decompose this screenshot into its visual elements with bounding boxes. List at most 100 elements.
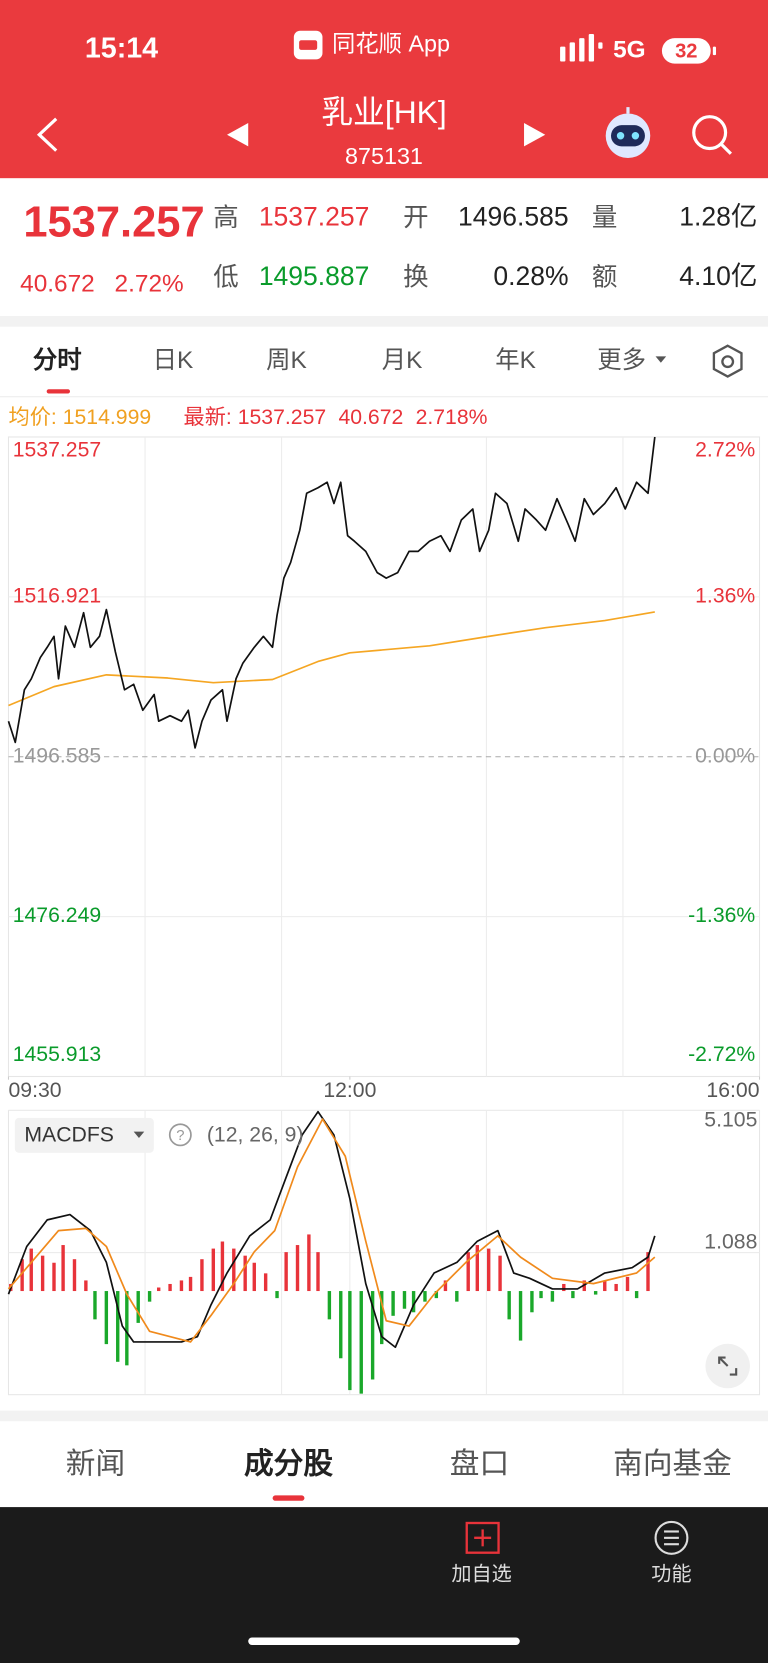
indicator-params: (12, 26, 9) — [207, 1123, 304, 1146]
indicator-caret — [133, 1131, 145, 1139]
toolbar-item[interactable]: 功能 — [651, 1562, 691, 1585]
macd-bar — [507, 1291, 511, 1320]
macd-bar — [475, 1245, 480, 1292]
price-change-pct: 2.72% — [115, 271, 184, 298]
period-tab[interactable]: 日K — [153, 347, 194, 374]
separator — [0, 1410, 768, 1422]
stat-label: 量 — [592, 204, 617, 232]
macd-bar — [284, 1252, 288, 1292]
status-app: 同花顺 App — [332, 31, 450, 57]
macd-bar — [136, 1291, 140, 1323]
stat-value: 1537.257 — [259, 201, 370, 231]
separator — [0, 316, 768, 327]
macd-bar — [348, 1291, 352, 1391]
period-tab[interactable]: 年K — [495, 347, 536, 374]
macd-bar — [116, 1291, 120, 1362]
macd-bar — [466, 1252, 470, 1292]
period-tab[interactable]: 分时 — [33, 347, 82, 374]
home-indicator — [248, 1637, 520, 1645]
macd-bar — [434, 1291, 439, 1299]
expand-button[interactable] — [705, 1343, 750, 1389]
macd-bar — [52, 1262, 56, 1292]
add-watchlist-icon[interactable] — [465, 1521, 500, 1554]
macd-bar — [562, 1283, 566, 1292]
bottom-tab[interactable]: 新闻 — [66, 1448, 125, 1481]
back-button[interactable] — [36, 117, 58, 152]
macd-bar — [72, 1259, 77, 1292]
y-tick-label: 1.088 — [704, 1231, 757, 1254]
last-change: 40.672 — [338, 405, 403, 428]
stat-value: 4.10亿 — [679, 261, 757, 291]
macd-bar — [156, 1287, 161, 1292]
macd-bar — [307, 1234, 311, 1292]
macd-bar — [263, 1273, 268, 1292]
macd-bar — [295, 1245, 300, 1292]
macd-bar — [125, 1291, 129, 1366]
macd-bar — [498, 1255, 502, 1292]
bottom-tabs: 新闻 成分股 盘口 南向基金 — [66, 1448, 732, 1481]
period-tabs: 分时 日K 周K 月K 年K 更多 — [33, 347, 646, 374]
macd-bar — [84, 1280, 88, 1292]
macd-bar — [20, 1259, 24, 1292]
macd-bar — [200, 1259, 204, 1292]
search-icon[interactable] — [692, 115, 732, 155]
battery-tip — [712, 46, 717, 56]
settings-icon[interactable] — [712, 344, 743, 378]
help-icon[interactable] — [168, 1123, 192, 1147]
status-time: 15:14 — [85, 32, 158, 64]
average-line — [8, 611, 655, 707]
app-icon-mark — [299, 40, 318, 50]
stat-label: 开 — [403, 204, 428, 232]
macd-bar — [327, 1291, 332, 1320]
price-line — [7, 436, 656, 749]
macd-bar — [252, 1262, 256, 1292]
bottom-tab[interactable]: 南向基金 — [613, 1448, 732, 1481]
macd-bar — [423, 1291, 427, 1302]
function-icon[interactable] — [654, 1520, 689, 1555]
toolbar-item[interactable]: 加自选 — [451, 1562, 511, 1585]
period-tab[interactable]: 月K — [382, 347, 423, 374]
macd-bar — [93, 1291, 97, 1320]
stock-title: 乳业[HK] — [321, 94, 447, 130]
y-tick-label: 1476.249 — [13, 904, 101, 927]
stat-value: 0.28% — [493, 261, 568, 291]
y-tick-label: 1496.585 — [13, 744, 101, 767]
next-stock[interactable] — [524, 123, 546, 147]
period-tab[interactable]: 周K — [266, 347, 307, 374]
y2-tick-label: 1.36% — [695, 584, 755, 607]
macd-bar — [391, 1291, 395, 1316]
avg-value: 1514.999 — [63, 405, 151, 428]
battery-icon — [661, 38, 711, 64]
macd-bar — [147, 1291, 152, 1302]
macd-bar — [359, 1291, 363, 1394]
stock-code: 875131 — [345, 143, 423, 169]
stat-value: 1495.887 — [259, 261, 370, 291]
bottom-tab-underline — [272, 1495, 305, 1501]
bottom-tab[interactable]: 成分股 — [244, 1448, 333, 1481]
signal-icon — [560, 33, 603, 62]
bottom-tab[interactable]: 盘口 — [450, 1448, 509, 1481]
y-tick-label: 5.105 — [704, 1109, 757, 1132]
macd-bar — [550, 1291, 555, 1302]
indicator-select[interactable] — [14, 1117, 154, 1153]
assistant-icon[interactable] — [605, 107, 651, 159]
status-network: 5G — [613, 36, 646, 63]
macd-bar — [518, 1291, 523, 1341]
macd-bar — [179, 1280, 184, 1292]
period-tab[interactable]: 更多 — [597, 347, 646, 374]
dea-line — [7, 1118, 656, 1343]
macd-bar — [625, 1276, 630, 1292]
y-tick-label: 1455.913 — [13, 1043, 101, 1066]
y2-tick-label: 2.72% — [695, 438, 755, 461]
macd-bar — [614, 1283, 618, 1292]
avg-label: 均价: — [8, 404, 56, 428]
last-value: 1537.257 — [238, 405, 326, 428]
prev-stock[interactable] — [227, 123, 249, 147]
settings-icon-dot — [721, 355, 735, 369]
toolbar-bg — [0, 1507, 768, 1663]
macd-bar — [411, 1291, 416, 1313]
avg-info: 均价: 1514.999 — [8, 404, 151, 428]
y2-tick-label: 0.00% — [695, 744, 755, 767]
